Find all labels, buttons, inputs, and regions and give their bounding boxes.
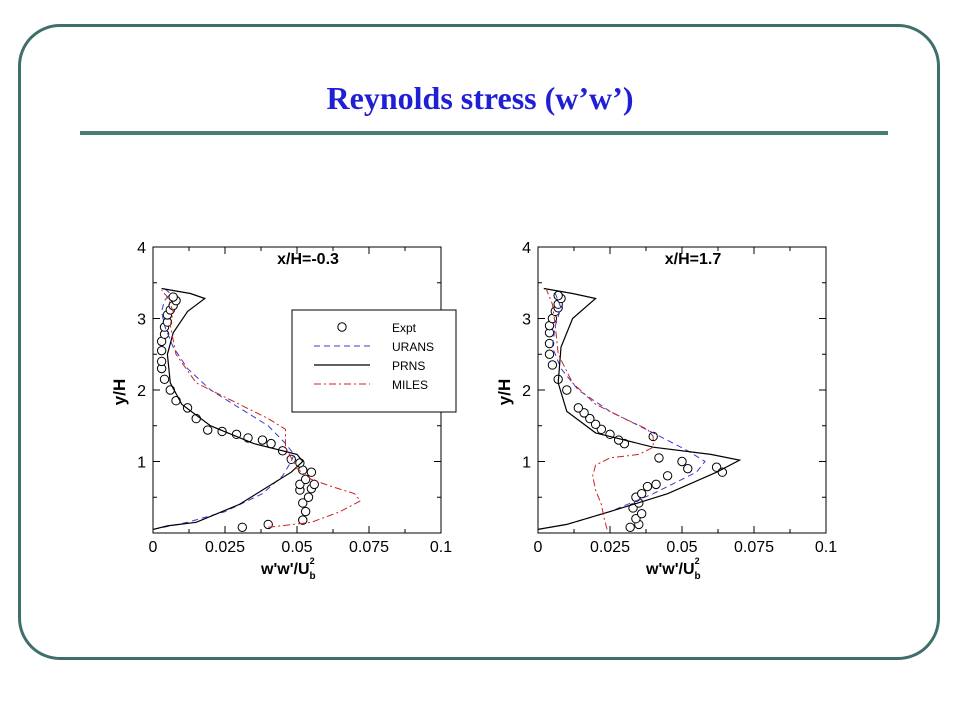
y-tick-label: 4 — [522, 240, 531, 257]
series-expt-point — [544, 349, 555, 359]
series-expt-point — [286, 454, 296, 465]
y-axis-label: y/H — [110, 379, 129, 405]
series-expt-point — [636, 508, 647, 519]
series-expt-point — [257, 435, 268, 445]
y-tick-label: 2 — [522, 383, 531, 400]
plot-title: x/H=1.7 — [665, 251, 722, 268]
x-tick-label: 0.025 — [205, 539, 245, 556]
series-expt-point — [306, 467, 317, 477]
x-axis-label-sub: b — [310, 571, 316, 582]
series-expt-point — [613, 435, 624, 445]
series-expt-point — [683, 463, 693, 474]
series-expt-point — [237, 522, 247, 532]
legend-label: Expt — [392, 321, 417, 335]
x-axis-label-main: w'w'/U — [260, 561, 310, 578]
plot-title: x/H=-0.3 — [277, 251, 339, 268]
x-tick-label: 0.1 — [430, 539, 452, 556]
legend-label: MILES — [392, 378, 428, 392]
series-expt-point — [303, 492, 314, 502]
series-expt-point — [263, 519, 273, 530]
y-tick-label: 1 — [522, 455, 531, 472]
legend-label: URANS — [392, 340, 434, 354]
series-prns-line — [537, 287, 742, 530]
series-expt-point — [156, 356, 167, 367]
series-urans-line — [537, 293, 706, 530]
series-expt-point — [544, 338, 555, 349]
legend: Expt URANS PRNS MILES — [291, 309, 457, 413]
x-axis-label-sup: 2 — [695, 556, 700, 566]
x-tick-label: 0.05 — [666, 539, 697, 556]
x-tick-label: 0 — [534, 539, 543, 556]
series-expt-point — [159, 374, 170, 384]
x-axis-label-sup: 2 — [310, 556, 315, 566]
slide-title: Reynolds stress (w’w’) — [326, 80, 634, 116]
series-expt-point — [298, 498, 308, 508]
series-miles-line — [161, 289, 362, 528]
x-tick-label: 0.025 — [590, 539, 630, 556]
series-expt-point — [651, 479, 661, 490]
legend-label: PRNS — [392, 359, 425, 373]
y-tick-label: 3 — [137, 312, 146, 329]
series-expt-point — [677, 456, 687, 467]
legend-marker — [337, 322, 347, 332]
legend-box — [291, 309, 457, 413]
series-expt-point — [300, 506, 311, 517]
series-urans-line — [152, 288, 295, 530]
series-expt-point — [165, 385, 175, 395]
x-tick-label: 0.1 — [815, 539, 837, 556]
series-expt-point — [553, 290, 563, 301]
x-axis-label-main: w'w'/U — [645, 561, 695, 578]
x-tick-label: 0.075 — [734, 539, 774, 556]
series-expt-point — [562, 385, 572, 395]
series-expt-point — [662, 471, 673, 481]
series-expt-point — [266, 438, 276, 449]
y-tick-label: 1 — [137, 455, 146, 472]
x-tick-label: 0.05 — [281, 539, 312, 556]
y-axis-label: y/H — [495, 379, 514, 405]
series-expt-point — [625, 522, 635, 532]
plot-frame — [537, 246, 827, 534]
series-expt-point — [309, 479, 319, 490]
series-expt-point — [573, 403, 584, 413]
series-prns-line — [152, 287, 304, 530]
x-tick-label: 0 — [149, 539, 158, 556]
series-expt-point — [547, 360, 558, 370]
y-tick-label: 4 — [137, 240, 146, 257]
x-tick-label: 0.075 — [349, 539, 389, 556]
y-tick-label: 2 — [137, 383, 146, 400]
x-axis-label: w'w'/Ub 2 — [260, 556, 316, 582]
chart-2: 0 0.025 0.05 0.075 0.1 1 2 3 4 y/H w'w'/Ub 2 x/H=1.7 — [495, 240, 837, 582]
series-expt-point — [168, 292, 178, 302]
series-expt-point — [636, 488, 647, 499]
series-expt-point — [156, 345, 167, 356]
series-expt-point — [642, 481, 653, 492]
series-expt-point — [203, 425, 213, 435]
series-expt-point — [298, 515, 308, 525]
x-axis-label: w'w'/Ub 2 — [645, 556, 701, 582]
series-expt-point — [590, 419, 601, 430]
title-rule — [80, 131, 888, 135]
series-expt-point — [654, 453, 664, 463]
series-miles-line — [546, 289, 654, 530]
chart-1: 0 0.025 0.05 0.075 0.1 1 2 3 4 y/H w'w'/Ub 2 x/H=-0.… — [110, 240, 457, 582]
x-axis-label-sub: b — [695, 571, 701, 582]
series-expt-point — [585, 413, 595, 424]
y-tick-label: 3 — [522, 312, 531, 329]
slide-frame — [18, 24, 940, 660]
series-expt-point — [295, 458, 305, 468]
series-expt-point — [300, 474, 311, 485]
